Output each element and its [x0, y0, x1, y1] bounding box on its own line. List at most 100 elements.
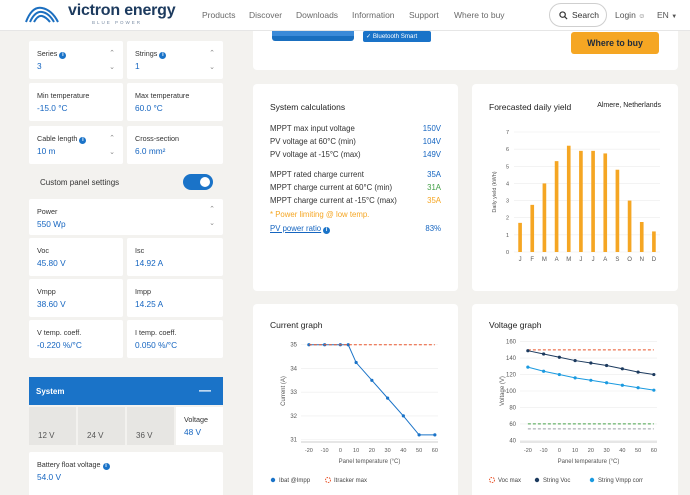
yield-chart-location: Almere, Netherlands [597, 102, 661, 109]
info-icon[interactable]: i [102, 463, 110, 470]
voltage-graph-title: Voltage graph [489, 320, 542, 330]
vmpp-value: 38.60 V [37, 299, 66, 309]
voltage-option-36v[interactable]: 36 V [127, 407, 174, 445]
nav-discover[interactable]: Discover [249, 10, 283, 20]
data-point [354, 360, 358, 365]
data-point [526, 349, 530, 353]
nav-products[interactable]: Products [202, 10, 236, 20]
user-icon: ☺ [638, 13, 646, 20]
voltage-chart: 40 60 80 100 120 140 160 -20 -10 0 10 20 30 40 50 60 Pan… [489, 340, 657, 484]
data-point [417, 433, 421, 437]
bar [530, 204, 535, 252]
legend-label: Ibat @Impp [279, 478, 311, 484]
bar [627, 200, 632, 252]
x-tick-label: 20 [369, 448, 375, 454]
battery-float-field[interactable]: Battery float voltage i 54.0 V [29, 452, 223, 495]
isc-field[interactable]: Isc 14.92 A [127, 238, 223, 276]
strings-label: Strings [135, 49, 158, 58]
y-tick-label: 100 [506, 389, 517, 395]
pv-power-ratio-link[interactable]: PV power ratio [270, 224, 322, 233]
voltage-selected[interactable]: Voltage 48 V [176, 407, 223, 445]
power-value: 550 Wp [37, 219, 66, 229]
chevron-down-icon: ⌄ [209, 220, 215, 227]
x-tick-label: J [579, 257, 582, 263]
strings-value: 1 [135, 61, 140, 71]
yield-chart-title: Forecasted daily yield [489, 102, 572, 112]
product-image [272, 31, 354, 41]
custom-panel-toggle[interactable] [183, 174, 213, 190]
login-label: Login [615, 10, 636, 20]
min-temperature-label: Min temperature [37, 91, 90, 100]
battery-float-label: Battery float voltage [37, 460, 101, 469]
data-point [526, 365, 530, 369]
x-tick-label: F [530, 257, 534, 263]
voltage-option-24v[interactable]: 24 V [78, 407, 125, 445]
y-tick-label: 160 [506, 340, 517, 346]
i-temp-coeff-field[interactable]: I temp. coeff. 0.050 %/°C [127, 320, 223, 358]
y-tick-label: 34 [290, 366, 297, 372]
data-point [557, 372, 561, 377]
x-tick-label: M [566, 257, 571, 263]
info-icon[interactable]: i [323, 227, 331, 234]
language-selector[interactable]: EN ▼ [657, 10, 677, 20]
calc-value: 149V [422, 150, 441, 159]
info-icon[interactable]: i [159, 52, 167, 59]
power-field[interactable]: Power 550 Wp ⌃ ⌄ [29, 199, 223, 235]
series-select[interactable]: Series i 3 ⌃ ⌄ [29, 41, 123, 79]
product-image-highlight [272, 31, 354, 36]
data-point [386, 396, 390, 400]
calc-row: PV voltage at 60°C (min) 104V [270, 137, 441, 146]
brand-name[interactable]: victron energy [68, 2, 176, 19]
current-graph-title: Current graph [270, 320, 323, 330]
vmpp-field[interactable]: Vmpp 38.60 V [29, 279, 123, 317]
victron-logo-icon[interactable] [24, 4, 60, 26]
collapse-icon[interactable]: — [199, 383, 211, 397]
cable-length-field[interactable]: Cable length i 10 m ⌃ ⌄ [29, 126, 123, 164]
series-line [527, 366, 654, 391]
voltage-option-label: 12 V [38, 431, 55, 440]
vmpp-label: Vmpp [37, 287, 56, 296]
cross-section-field[interactable]: Cross-section 6.0 mm² [127, 126, 223, 164]
legend-marker [325, 477, 331, 483]
impp-field[interactable]: Impp 14.25 A [127, 279, 223, 317]
calc-label: MPPT rated charge current [270, 170, 364, 179]
x-tick-label: 50 [416, 448, 422, 454]
calc-value: 35A [427, 170, 441, 179]
y-tick-label: 3 [506, 199, 509, 205]
login-link[interactable]: Login ☺ [615, 10, 645, 20]
brand-tagline: BLUE POWER [92, 20, 143, 25]
bar [652, 231, 656, 252]
x-tick-label: -20 [305, 448, 313, 454]
x-tick-label: A [603, 257, 607, 263]
y-tick-label: 33 [290, 390, 297, 396]
data-point [652, 388, 656, 392]
voc-field[interactable]: Voc 45.80 V [29, 238, 123, 276]
x-tick-label: 20 [588, 448, 594, 454]
search-label: Search [572, 10, 599, 20]
min-temperature-value: -15.0 °C [37, 103, 68, 113]
nav-information[interactable]: Information [352, 10, 395, 20]
nav-where-to-buy[interactable]: Where to buy [454, 10, 505, 20]
nav-support[interactable]: Support [409, 10, 439, 20]
power-limiting-warning: * Power limiting @ low temp. [270, 210, 370, 219]
system-section-header[interactable]: System — [29, 377, 223, 405]
power-label: Power [37, 207, 58, 216]
info-icon[interactable]: i [79, 137, 87, 144]
calc-label: PV voltage at -15°C (max) [270, 150, 361, 159]
v-temp-coeff-field[interactable]: V temp. coeff. -0.220 %/°C [29, 320, 123, 358]
info-icon[interactable]: i [59, 52, 67, 59]
voltage-option-12v[interactable]: 12 V [29, 407, 76, 445]
max-temperature-field[interactable]: Max temperature 60.0 °C [127, 83, 223, 121]
nav-downloads[interactable]: Downloads [296, 10, 339, 20]
search-button[interactable]: Search [549, 3, 607, 27]
min-temperature-field[interactable]: Min temperature -15.0 °C [29, 83, 123, 121]
v-temp-coeff-label: V temp. coeff. [37, 328, 82, 337]
impp-label: Impp [135, 287, 151, 296]
data-point [636, 386, 640, 390]
strings-select[interactable]: Strings i 1 ⌃ ⌄ [127, 41, 223, 79]
data-point [370, 378, 374, 382]
battery-float-label-wrap: Battery float voltage i [37, 460, 110, 470]
series-line [308, 344, 435, 436]
data-point [557, 355, 561, 359]
where-to-buy-button[interactable]: Where to buy [571, 32, 659, 54]
